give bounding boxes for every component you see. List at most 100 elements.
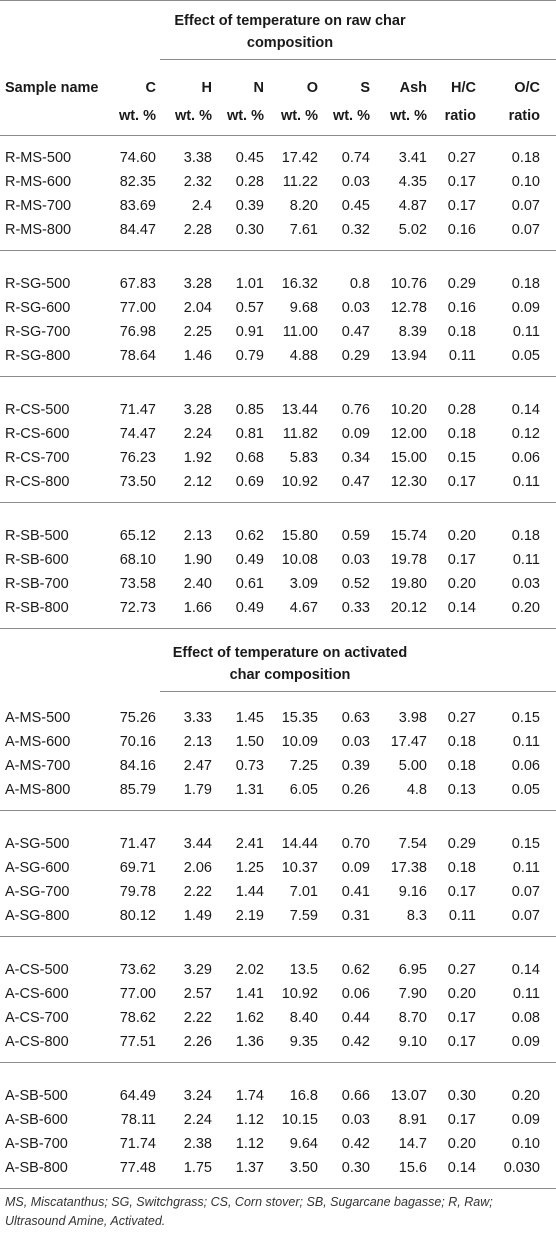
table-row: A-CS-800 77.51 2.26 1.36 9.35 0.42 9.10 0.17 0.0… — [0, 1030, 556, 1054]
value-cell-oc: 0.03 — [511, 576, 540, 592]
value-cell-c: 78.64 — [119, 348, 156, 364]
value-cell-c: 78.62 — [119, 1010, 156, 1026]
value-cell-hc: 0.18 — [447, 426, 476, 442]
header-s-unit: wt. % — [332, 108, 370, 124]
sample-name-cell: A-SG-600 — [5, 860, 70, 876]
value-cell-c: 73.50 — [119, 474, 156, 490]
value-cell-c: 75.26 — [119, 710, 156, 726]
value-cell-h: 2.4 — [191, 198, 212, 214]
value-cell-h: 2.57 — [183, 986, 212, 1002]
table-footnote: MS, Miscatanthus; SG, Switchgrass; CS, C… — [5, 1195, 493, 1228]
value-cell-n: 0.39 — [235, 198, 264, 214]
table-row: R-CS-600 74.47 2.24 0.81 11.82 0.09 12.00 0.18 0… — [0, 422, 556, 446]
table-row: R-SB-700 73.58 2.40 0.61 3.09 0.52 19.80 0.20 0.… — [0, 572, 556, 596]
value-cell-n: 0.45 — [235, 150, 264, 166]
value-cell-s: 0.03 — [341, 174, 370, 190]
value-cell-o: 3.09 — [289, 576, 318, 592]
sample-name-cell: R-SB-600 — [5, 552, 69, 568]
header-h-label: H — [201, 80, 212, 96]
value-cell-o: 8.20 — [289, 198, 318, 214]
value-cell-hc: 0.20 — [447, 576, 476, 592]
value-cell-o: 16.8 — [289, 1088, 318, 1104]
value-cell-h: 3.28 — [183, 402, 212, 418]
table-row: R-CS-800 73.50 2.12 0.69 10.92 0.47 12.30 0.17 0… — [0, 470, 556, 494]
value-cell-hc: 0.20 — [447, 986, 476, 1002]
value-cell-n: 0.91 — [235, 324, 264, 340]
value-cell-oc: 0.18 — [511, 276, 540, 292]
value-cell-ash: 15.00 — [390, 450, 427, 466]
value-cell-o: 17.42 — [281, 150, 318, 166]
value-cell-n: 1.36 — [235, 1034, 264, 1050]
value-cell-oc: 0.05 — [511, 348, 540, 364]
value-cell-s: 0.03 — [341, 300, 370, 316]
table-row: R-MS-700 83.69 2.4 0.39 8.20 0.45 4.87 0.17 0.07 — [0, 194, 556, 218]
value-cell-h: 1.92 — [183, 450, 212, 466]
value-cell-ash: 8.70 — [398, 1010, 427, 1026]
value-cell-ash: 3.41 — [398, 150, 427, 166]
value-cell-hc: 0.14 — [447, 600, 476, 616]
value-cell-c: 71.47 — [119, 836, 156, 852]
table-row: A-SG-800 80.12 1.49 2.19 7.59 0.31 8.3 0.11 0.07 — [0, 904, 556, 928]
table-row: R-SB-500 65.12 2.13 0.62 15.80 0.59 15.74 0.20 0… — [0, 524, 556, 548]
value-cell-c: 65.12 — [119, 528, 156, 544]
value-cell-h: 2.32 — [183, 174, 212, 190]
value-cell-ash: 20.12 — [390, 600, 427, 616]
sample-name-cell: R-CS-800 — [5, 474, 70, 490]
value-cell-c: 76.98 — [119, 324, 156, 340]
value-cell-hc: 0.27 — [447, 962, 476, 978]
value-cell-ash: 8.39 — [398, 324, 427, 340]
value-cell-oc: 0.11 — [512, 734, 540, 750]
value-cell-n: 1.25 — [235, 860, 264, 876]
header-s-label: S — [360, 80, 370, 96]
value-cell-oc: 0.030 — [503, 1160, 540, 1176]
value-cell-oc: 0.11 — [512, 552, 540, 568]
value-cell-n: 0.49 — [235, 600, 264, 616]
value-cell-c: 80.12 — [119, 908, 156, 924]
value-cell-s: 0.09 — [341, 426, 370, 442]
value-cell-s: 0.70 — [341, 836, 370, 852]
value-cell-ash: 12.78 — [390, 300, 427, 316]
value-cell-s: 0.62 — [341, 962, 370, 978]
header-c-label: C — [145, 80, 156, 96]
value-cell-oc: 0.11 — [512, 986, 540, 1002]
value-cell-oc: 0.06 — [511, 758, 540, 774]
value-cell-oc: 0.11 — [512, 860, 540, 876]
table-row: R-CS-500 71.47 3.28 0.85 13.44 0.76 10.20 0.28 0… — [0, 398, 556, 422]
value-cell-ash: 7.90 — [398, 986, 427, 1002]
value-cell-n: 0.73 — [235, 758, 264, 774]
value-cell-n: 1.45 — [235, 710, 264, 726]
sample-name-cell: A-SG-800 — [5, 908, 70, 924]
sample-name-cell: R-SG-600 — [5, 300, 71, 316]
value-cell-h: 2.13 — [183, 528, 212, 544]
header-ash-unit: wt. % — [389, 108, 427, 124]
value-cell-c: 77.00 — [119, 300, 156, 316]
value-cell-h: 2.22 — [183, 1010, 212, 1026]
value-cell-hc: 0.20 — [447, 1136, 476, 1152]
value-cell-hc: 0.11 — [448, 908, 476, 924]
sample-name-cell: R-SB-800 — [5, 600, 69, 616]
value-cell-ash: 12.00 — [390, 426, 427, 442]
value-cell-c: 83.69 — [119, 198, 156, 214]
value-cell-c: 85.79 — [119, 782, 156, 798]
value-cell-c: 77.48 — [119, 1160, 156, 1176]
value-cell-o: 9.35 — [289, 1034, 318, 1050]
value-cell-h: 2.12 — [183, 474, 212, 490]
sample-name-cell: A-SB-500 — [5, 1088, 68, 1104]
value-cell-s: 0.03 — [341, 552, 370, 568]
value-cell-s: 0.30 — [341, 1160, 370, 1176]
value-cell-oc: 0.10 — [511, 1136, 540, 1152]
header-sample-name: Sample name — [5, 80, 99, 96]
value-cell-oc: 0.07 — [511, 908, 540, 924]
value-cell-n: 1.31 — [235, 782, 264, 798]
value-cell-ash: 13.07 — [390, 1088, 427, 1104]
table-row: A-CS-600 77.00 2.57 1.41 10.92 0.06 7.90 0.20 0.… — [0, 982, 556, 1006]
value-cell-oc: 0.07 — [511, 884, 540, 900]
value-cell-oc: 0.09 — [511, 300, 540, 316]
value-cell-o: 13.44 — [281, 402, 318, 418]
value-cell-c: 72.73 — [119, 600, 156, 616]
value-cell-hc: 0.17 — [447, 552, 476, 568]
value-cell-n: 1.50 — [235, 734, 264, 750]
value-cell-o: 10.92 — [281, 474, 318, 490]
value-cell-o: 10.15 — [281, 1112, 318, 1128]
